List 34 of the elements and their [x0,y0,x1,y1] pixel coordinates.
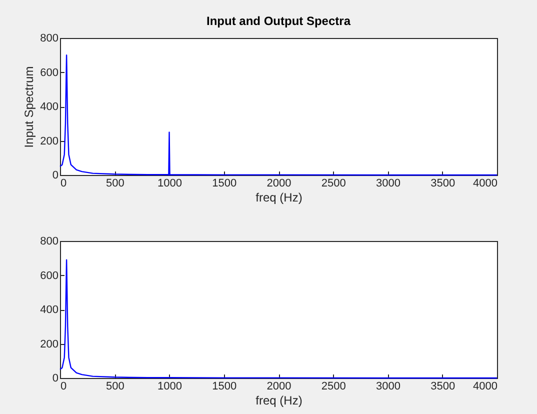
x-tick-label: 3500 [430,178,456,190]
x-tick-label: 2000 [266,380,292,392]
x-tick-label: 1000 [158,380,182,392]
x-tick-label: 2000 [266,178,292,190]
y-tick-label: 800 [40,236,58,248]
y-tick-label: 200 [40,338,58,350]
x-tick-label: 3000 [376,380,400,392]
y-tick-label: 600 [40,66,58,79]
line-series [59,259,498,379]
x-axis-title: freq (Hz) [256,394,302,408]
x-tick-label: 3500 [430,380,456,392]
x-tick-label: 0 [60,178,67,190]
y-tick-label: 400 [40,304,58,316]
y-tick-label: 200 [40,135,58,148]
x-tick-label: 1000 [158,178,182,190]
y-tick-label: 600 [40,270,58,282]
y-tick-label: 400 [40,101,58,113]
x-tick-label: 500 [106,380,124,392]
y-tick-label: 800 [40,32,58,44]
line-series [59,54,498,176]
y-tick-label: 0 [52,372,58,384]
x-tick-label: 500 [106,178,124,190]
x-tick-label: 4000 [473,380,498,392]
x-tick-label: 2500 [321,178,346,190]
y-axis-title: Input Spectrum [22,66,36,148]
x-tick-label: 3000 [376,178,400,190]
x-tick-label: 2500 [321,380,346,392]
x-tick-label: 1500 [212,178,237,190]
x-tick-label: 4000 [473,178,498,190]
x-tick-label: 0 [60,380,67,392]
x-axis-title: freq (Hz) [256,190,302,204]
chart-title: Input and Output Spectra [206,14,351,28]
x-tick-label: 1500 [212,380,237,392]
y-tick-label: 0 [52,170,58,182]
